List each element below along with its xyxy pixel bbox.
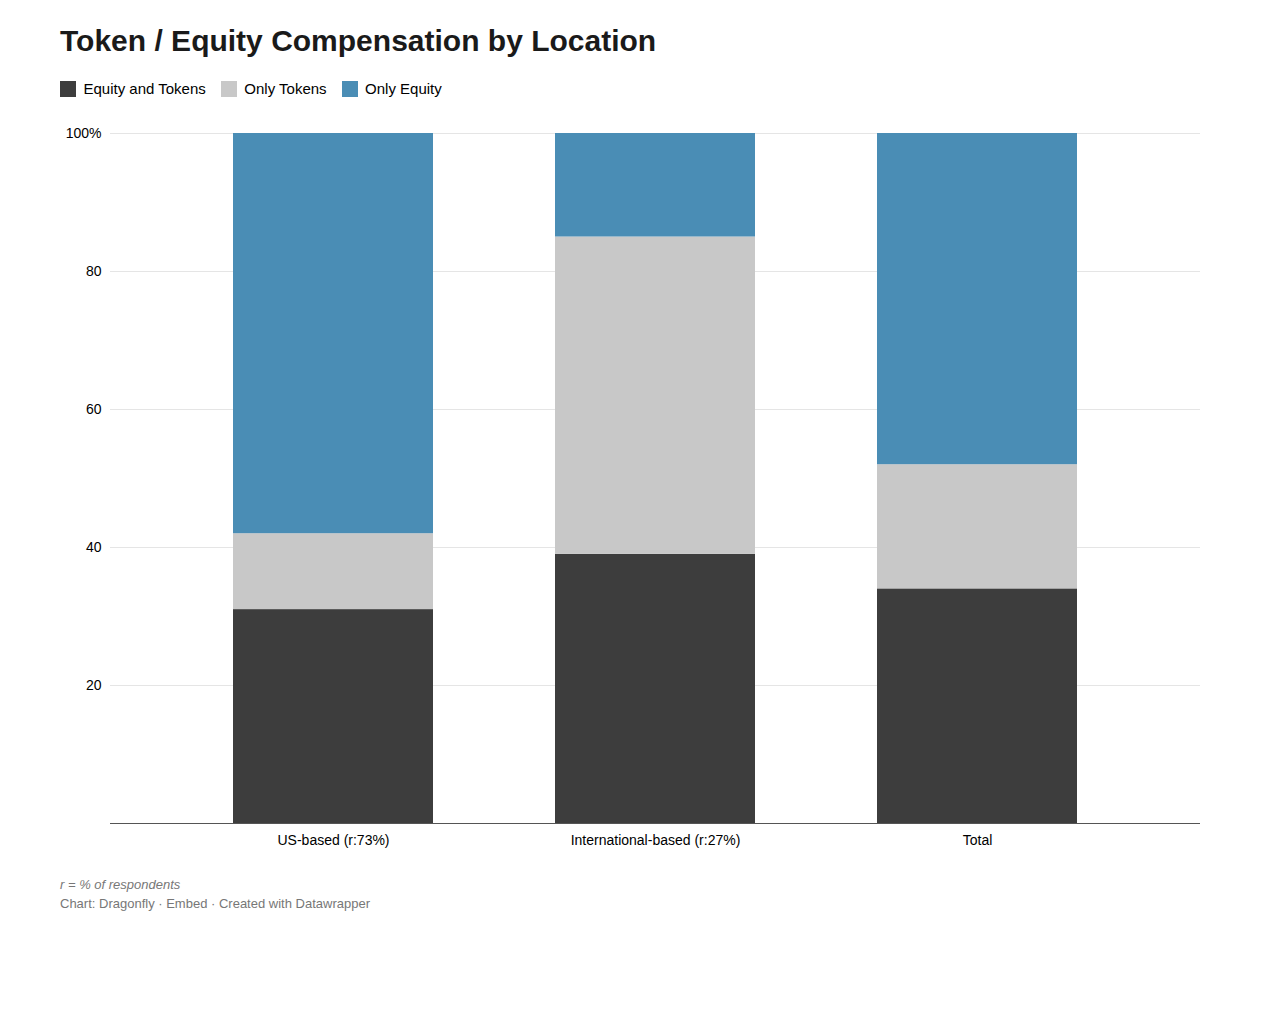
svg-text:US-based (r:73%): US-based (r:73%) [277,832,389,848]
svg-text:Total: Total [963,832,993,848]
svg-text:60: 60 [86,400,102,416]
svg-text:International-based (r:27%): International-based (r:27%) [571,832,741,848]
html-text:Equity and Tokens: Equity and Tokens [83,80,206,97]
html-text:r = % of respondents: r = % of respondents [60,876,181,892]
html-text:Only Tokens: Only Tokens [244,80,327,97]
svg-text:100%: 100% [66,124,102,140]
svg-text:40: 40 [86,538,102,554]
html-text:Only Equity: Only Equity [365,80,442,97]
svg-text:20: 20 [86,676,102,692]
svg-text:80: 80 [86,262,102,278]
html-text:Token / Equity Compensation by: Token / Equity Compensation by Location [60,24,657,57]
html-text:Chart: Dragonfly · Embed · Cre: Chart: Dragonfly · Embed · Created with … [60,895,370,911]
